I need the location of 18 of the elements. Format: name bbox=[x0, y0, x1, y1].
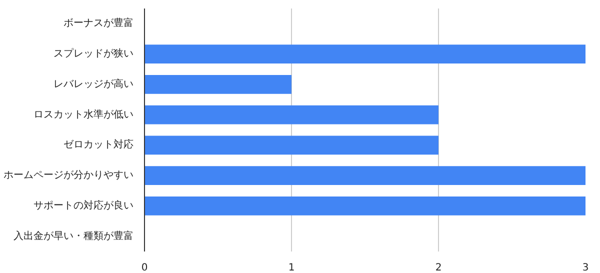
x-tick-label: 2 bbox=[435, 262, 442, 273]
y-tick-label: ゼロカット対応 bbox=[64, 138, 134, 151]
bar bbox=[144, 105, 438, 124]
bar bbox=[144, 196, 586, 216]
x-tick-label: 3 bbox=[582, 262, 589, 273]
bar bbox=[144, 75, 292, 94]
y-tick-label: サポートの対応が良い bbox=[34, 199, 134, 212]
bar bbox=[144, 136, 438, 155]
x-tick-label: 1 bbox=[288, 262, 295, 273]
y-tick-label: レバレッジが高い bbox=[54, 78, 134, 90]
bar bbox=[144, 44, 586, 64]
x-tick-label: 0 bbox=[141, 262, 148, 273]
y-tick-label: ロスカット水準が低い bbox=[34, 108, 134, 120]
y-tick-label: ホームページが分かりやすい bbox=[4, 169, 134, 182]
y-tick-label: ボーナスが豊富 bbox=[64, 17, 134, 30]
y-tick-label: スプレッドが狭い bbox=[54, 48, 134, 60]
bar bbox=[144, 166, 586, 185]
y-tick-label: 入出金が早い・種類が豊富 bbox=[14, 230, 134, 242]
